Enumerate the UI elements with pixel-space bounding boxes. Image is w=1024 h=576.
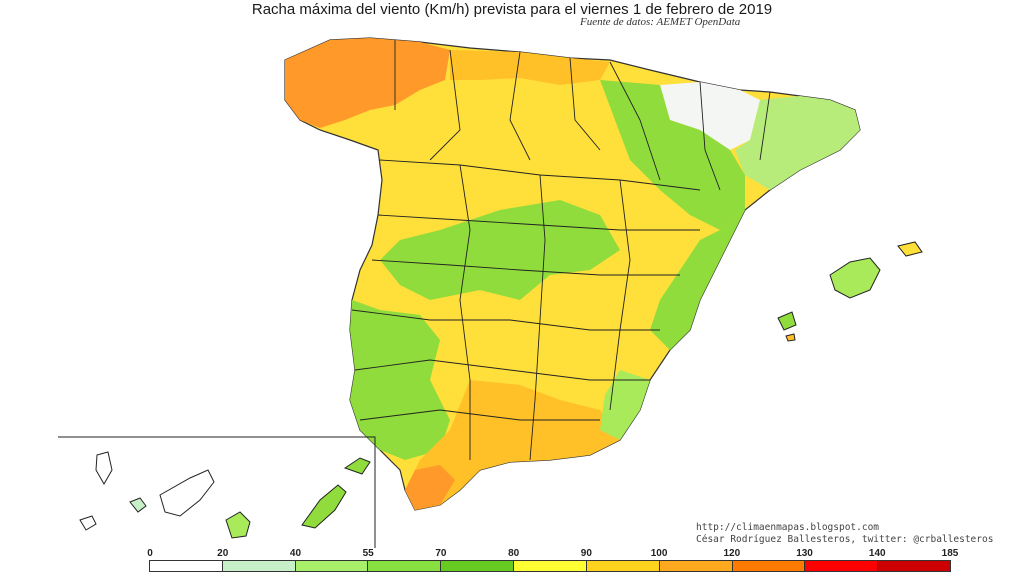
central-green-zone <box>380 200 620 300</box>
blog-link[interactable]: http://climaenmapas.blogspot.com <box>696 522 880 533</box>
legend-swatch <box>878 561 950 571</box>
legend-swatch <box>586 561 660 571</box>
cape-orange-zone <box>405 465 455 510</box>
legend-tick-labels: 0 20 40 55 70 80 90 100 120 130 140 185 <box>0 548 1024 560</box>
legend-swatch <box>150 561 223 571</box>
la-gomera <box>129 497 147 513</box>
legend-tick-label: 0 <box>147 548 153 559</box>
legend-swatch <box>659 561 733 571</box>
legend-tick-label: 185 <box>941 548 959 559</box>
tenerife <box>159 469 215 517</box>
legend-tick-label: 130 <box>796 548 813 559</box>
map-title: Racha máxima del viento (Km/h) prevista … <box>251 1 773 18</box>
spain-mainland <box>284 37 861 511</box>
balearic-islands <box>777 241 923 342</box>
legend-tick-label: 55 <box>362 548 374 559</box>
legend-tick-label: 140 <box>868 548 886 559</box>
mallorca <box>829 257 881 299</box>
legend-swatch <box>295 561 369 571</box>
menorca <box>897 241 923 257</box>
gran-canaria <box>225 511 251 539</box>
legend-swatch <box>805 561 879 571</box>
legend-tick-label: 70 <box>435 548 447 559</box>
east-coast-green-zone <box>650 210 745 350</box>
west-green-zone <box>350 300 450 460</box>
formentera <box>785 333 796 342</box>
ebro-low-gust-zone <box>660 82 760 150</box>
legend-tick-label: 100 <box>650 548 668 559</box>
color-legend <box>149 560 951 572</box>
north-coast-orange-zone <box>450 50 610 85</box>
legend-swatch <box>441 561 515 571</box>
legend-swatch <box>514 561 587 571</box>
el-hierro <box>79 515 97 531</box>
la-palma <box>95 451 113 486</box>
legend-tick-label: 90 <box>580 548 592 559</box>
legend-swatch <box>368 561 442 571</box>
canary-islands-inset <box>58 436 376 548</box>
northwest-high-gust-zone <box>285 38 450 128</box>
legend-swatch <box>732 561 806 571</box>
legend-tick-label: 40 <box>289 548 302 559</box>
data-source: Fuente de datos: AEMET OpenData <box>580 16 741 28</box>
author-credit: César Rodríguez Ballesteros, twitter: @c… <box>696 534 994 545</box>
legend-tick-label: 20 <box>217 548 229 559</box>
fuerteventura <box>301 484 347 529</box>
legend-tick-label: 80 <box>508 548 520 559</box>
legend-tick-label: 120 <box>723 548 741 559</box>
lanzarote <box>343 457 371 475</box>
ibiza <box>777 311 797 331</box>
inset-frame <box>58 436 376 548</box>
province-borders <box>351 40 771 461</box>
credits: http://climaenmapas.blogspot.com César R… <box>696 522 993 546</box>
north-plateau-green-zone <box>600 80 745 230</box>
legend-swatch <box>222 561 296 571</box>
